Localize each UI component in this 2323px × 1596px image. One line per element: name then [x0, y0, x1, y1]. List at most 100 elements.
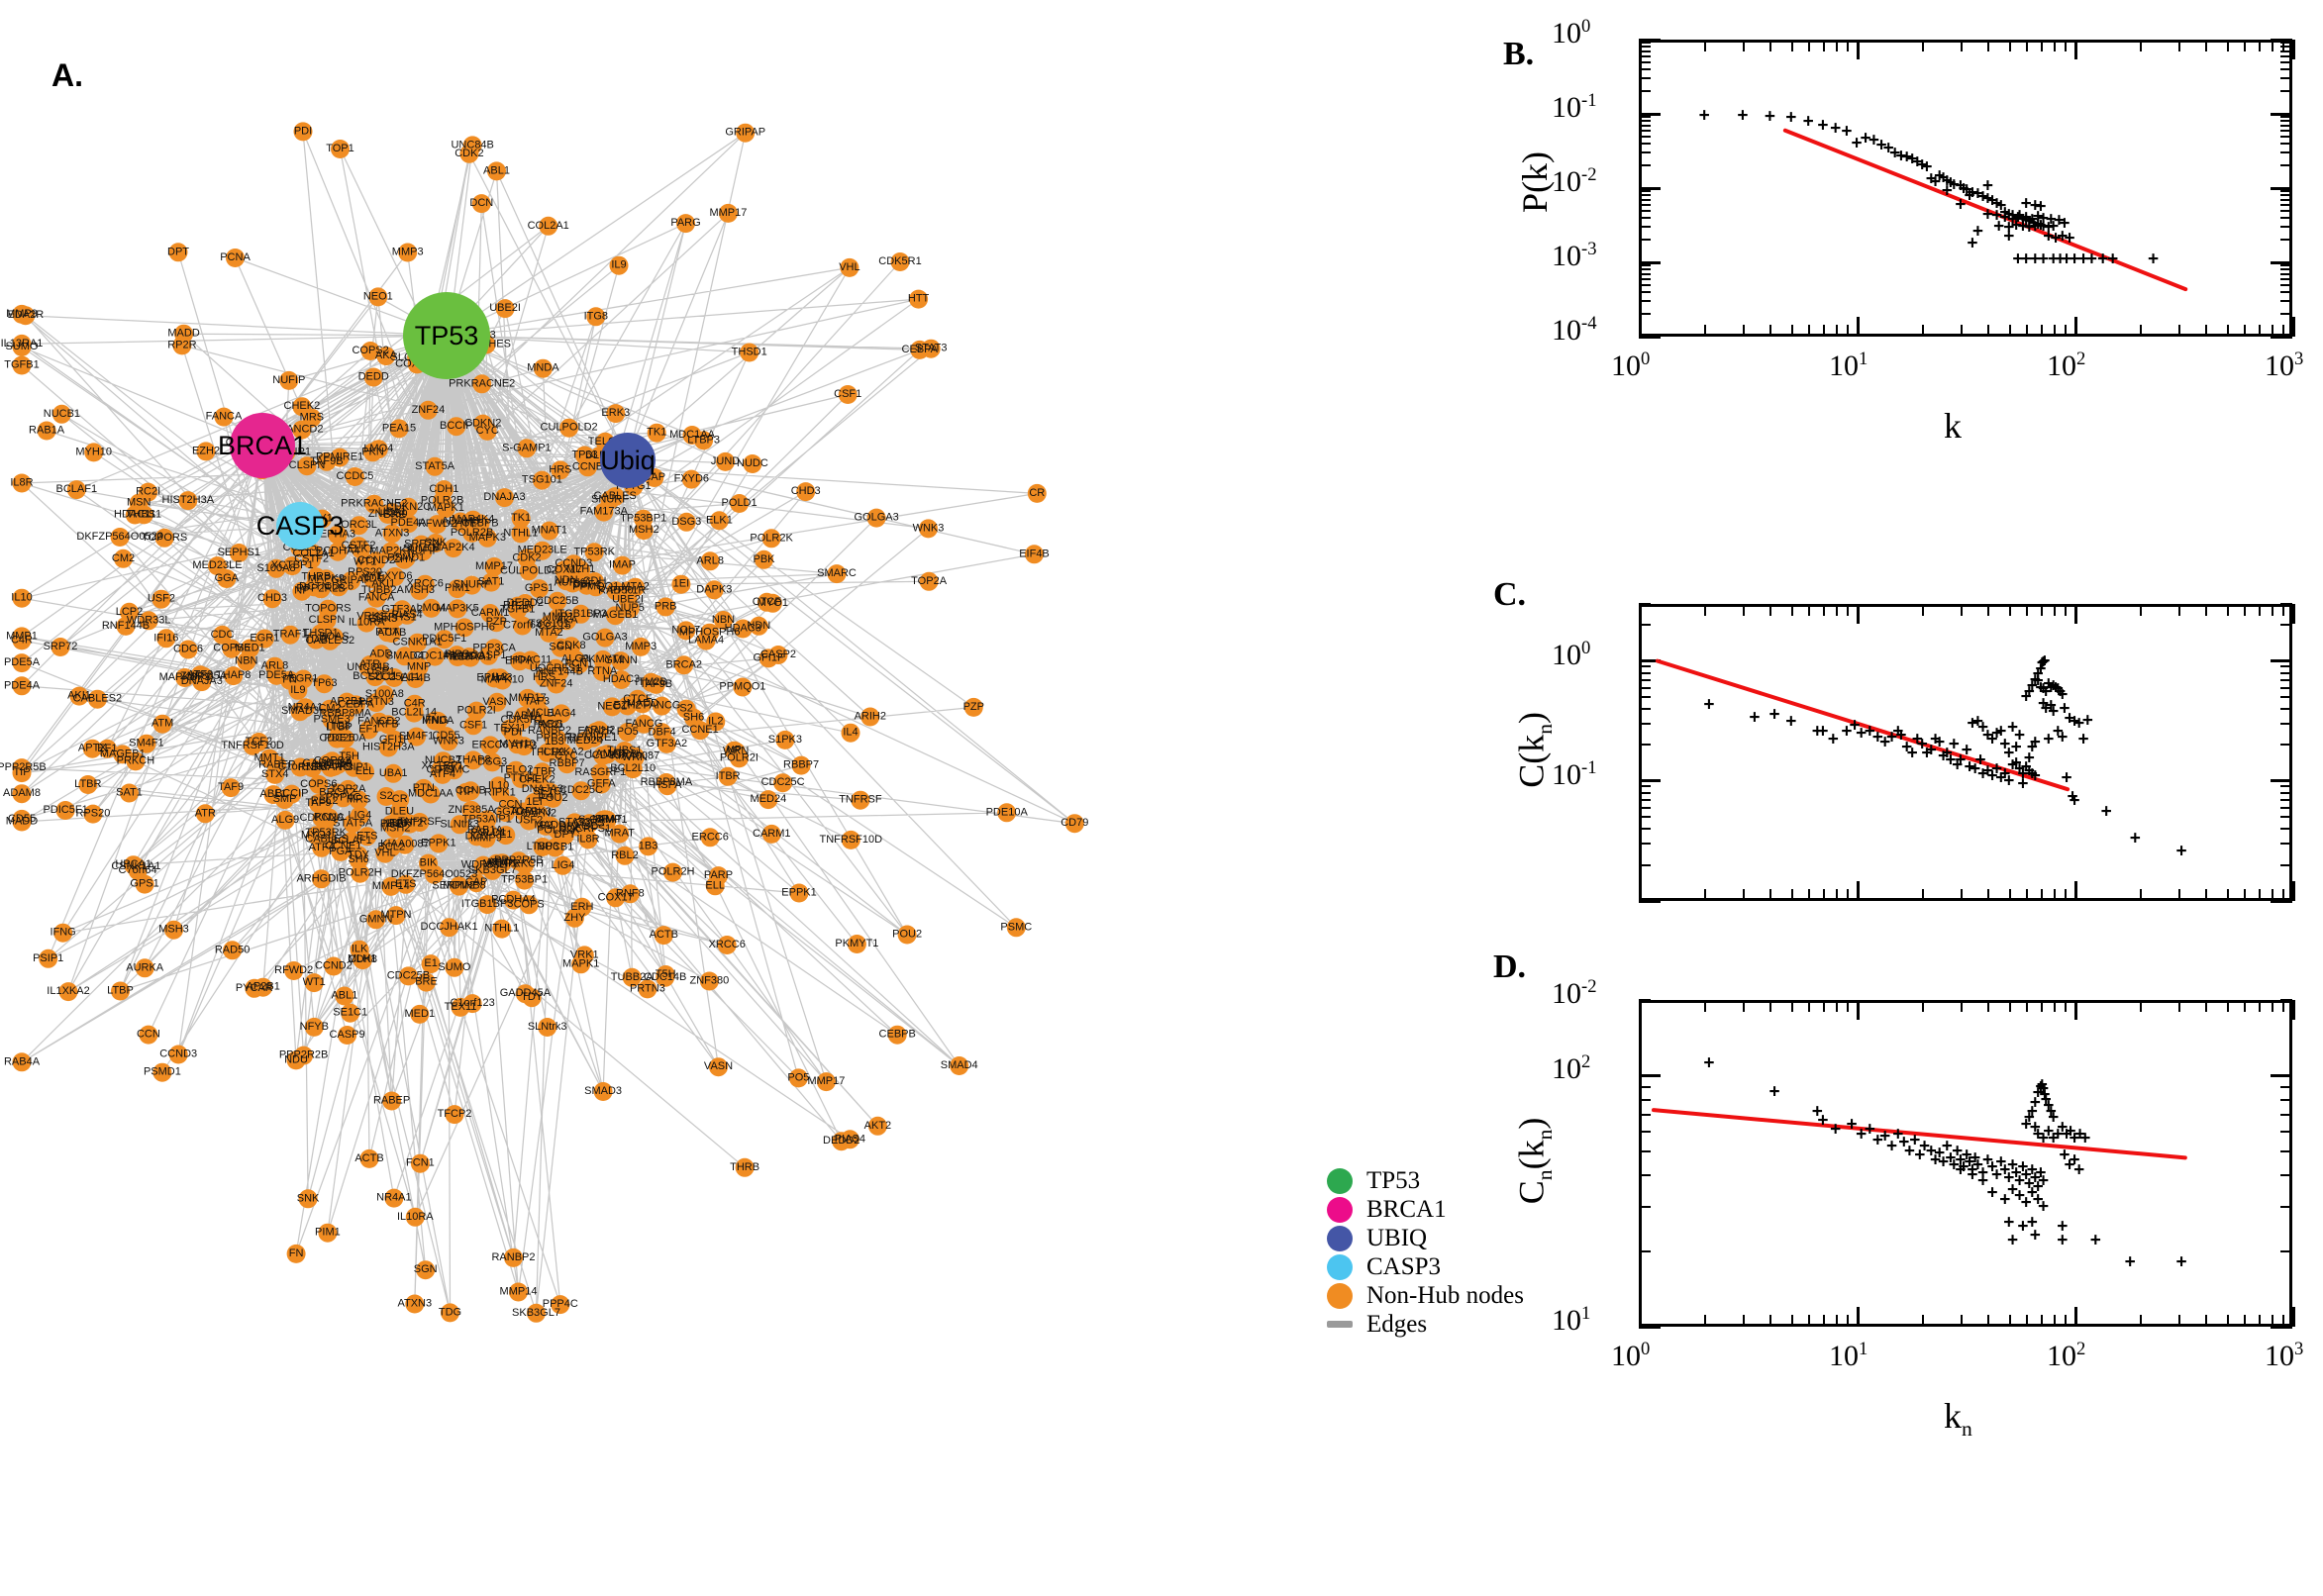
network-node[interactable]	[761, 824, 781, 844]
network-node[interactable]	[396, 874, 416, 894]
network-node[interactable]	[569, 654, 589, 674]
network-node[interactable]	[508, 600, 528, 620]
network-node[interactable]	[606, 888, 626, 908]
network-node[interactable]	[419, 853, 438, 873]
network-node[interactable]	[366, 551, 386, 571]
network-node[interactable]	[37, 421, 56, 441]
network-node[interactable]	[418, 400, 438, 420]
network-node[interactable]	[605, 487, 625, 507]
network-node[interactable]	[611, 651, 631, 671]
network-node[interactable]	[312, 869, 331, 889]
network-node[interactable]	[606, 404, 626, 424]
network-node[interactable]	[156, 629, 176, 648]
network-node[interactable]	[841, 830, 860, 849]
network-node[interactable]	[126, 857, 146, 876]
network-node[interactable]	[718, 766, 738, 786]
network-node[interactable]	[481, 572, 501, 592]
network-node[interactable]	[463, 510, 483, 530]
network-node[interactable]	[490, 783, 510, 803]
network-node[interactable]	[384, 730, 404, 749]
network-node[interactable]	[671, 574, 691, 594]
network-node[interactable]	[381, 876, 401, 896]
network-node[interactable]	[292, 397, 312, 417]
network-node[interactable]	[325, 756, 345, 776]
network-node[interactable]	[653, 723, 672, 743]
network-node[interactable]	[461, 800, 481, 820]
network-node[interactable]	[168, 1045, 188, 1064]
network-node[interactable]	[414, 778, 434, 798]
network-node[interactable]	[275, 810, 295, 830]
network-node[interactable]	[620, 884, 640, 904]
network-node[interactable]	[363, 367, 383, 387]
network-node[interactable]	[425, 456, 445, 476]
network-node[interactable]	[309, 774, 329, 794]
network-node[interactable]	[12, 1052, 32, 1072]
network-node[interactable]	[478, 646, 498, 665]
network-node[interactable]	[775, 730, 795, 749]
network-node[interactable]	[919, 571, 939, 591]
network-node[interactable]	[492, 919, 512, 939]
network-node[interactable]	[425, 711, 445, 731]
hub-node-tp53[interactable]: TP53	[403, 292, 490, 379]
network-node[interactable]	[477, 528, 497, 548]
network-node[interactable]	[382, 1091, 402, 1111]
network-node[interactable]	[758, 648, 778, 668]
network-node[interactable]	[222, 639, 242, 658]
network-node[interactable]	[366, 588, 386, 608]
network-node[interactable]	[279, 370, 299, 390]
network-node[interactable]	[634, 714, 654, 734]
network-node[interactable]	[410, 1004, 430, 1024]
network-node[interactable]	[1027, 483, 1047, 503]
network-node[interactable]	[796, 482, 816, 502]
network-node[interactable]	[656, 773, 676, 792]
network-node[interactable]	[714, 611, 733, 630]
network-node[interactable]	[511, 509, 531, 529]
network-node[interactable]	[164, 920, 183, 940]
network-node[interactable]	[399, 497, 419, 517]
network-node[interactable]	[399, 514, 419, 534]
network-node[interactable]	[704, 580, 724, 600]
network-node[interactable]	[66, 480, 86, 500]
network-node[interactable]	[586, 722, 606, 742]
network-node[interactable]	[126, 751, 146, 771]
network-node[interactable]	[571, 954, 591, 974]
network-node[interactable]	[909, 289, 929, 309]
network-node[interactable]	[445, 957, 464, 977]
network-node[interactable]	[382, 503, 402, 523]
network-node[interactable]	[262, 589, 282, 609]
network-node[interactable]	[466, 873, 486, 893]
network-node[interactable]	[390, 790, 410, 810]
network-node[interactable]	[266, 558, 286, 578]
network-node[interactable]	[451, 997, 470, 1017]
network-node[interactable]	[135, 958, 154, 978]
network-node[interactable]	[335, 986, 354, 1006]
network-node[interactable]	[249, 733, 268, 751]
network-node[interactable]	[709, 866, 728, 886]
network-node[interactable]	[585, 572, 604, 591]
network-node[interactable]	[409, 657, 429, 677]
network-node[interactable]	[437, 727, 455, 747]
network-node[interactable]	[532, 470, 552, 490]
network-node[interactable]	[613, 555, 632, 575]
network-node[interactable]	[593, 1082, 613, 1101]
network-node[interactable]	[743, 454, 762, 473]
network-node[interactable]	[487, 692, 507, 712]
network-node[interactable]	[314, 674, 334, 694]
network-node[interactable]	[455, 782, 475, 802]
network-node[interactable]	[517, 439, 537, 458]
network-node[interactable]	[690, 721, 710, 741]
network-node[interactable]	[472, 374, 492, 394]
network-node[interactable]	[513, 616, 533, 636]
network-node[interactable]	[312, 838, 332, 857]
network-node[interactable]	[339, 779, 357, 799]
network-node[interactable]	[395, 647, 415, 666]
network-node[interactable]	[366, 693, 386, 713]
network-node[interactable]	[396, 549, 416, 568]
network-node[interactable]	[284, 961, 304, 980]
network-node[interactable]	[288, 680, 308, 700]
network-node[interactable]	[175, 668, 195, 687]
network-node[interactable]	[572, 897, 592, 917]
network-node[interactable]	[897, 925, 917, 945]
network-node[interactable]	[529, 804, 549, 824]
network-node[interactable]	[652, 696, 671, 716]
